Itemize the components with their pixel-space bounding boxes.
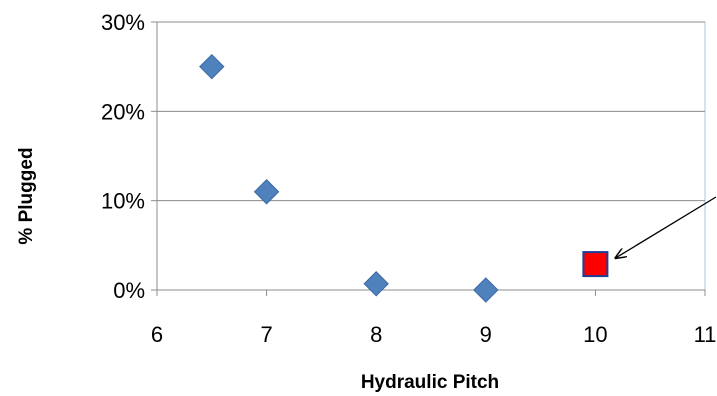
plot-area [156,21,706,291]
annotations [615,196,717,258]
x-tick-label: 6 [151,322,163,347]
data-point-square [582,251,609,278]
x-axis-title: Hydraulic Pitch [361,372,499,393]
data-points [199,53,609,303]
annotation-arrow [615,196,717,258]
y-tick-labels: 0% 10% 20% 30% [101,10,145,303]
x-tick-label: 9 [480,322,492,347]
y-tick-label: 10% [101,189,145,214]
data-point-diamond [253,179,280,205]
data-point-diamond [363,271,389,297]
data-point-diamond [199,53,225,80]
y-tick-label: 0% [113,278,145,303]
y-axis-title: % Plugged [16,147,37,244]
data-point-diamond [473,277,499,303]
y-tick-label: 20% [101,99,145,124]
x-tick-label: 7 [260,322,272,347]
y-tick-label: 30% [101,10,145,35]
x-tick-label: 11 [694,322,717,347]
x-tick-label: 10 [583,322,607,347]
x-tick-labels: 6 7 8 9 10 11 [151,322,717,347]
x-tick-label: 8 [370,322,382,347]
